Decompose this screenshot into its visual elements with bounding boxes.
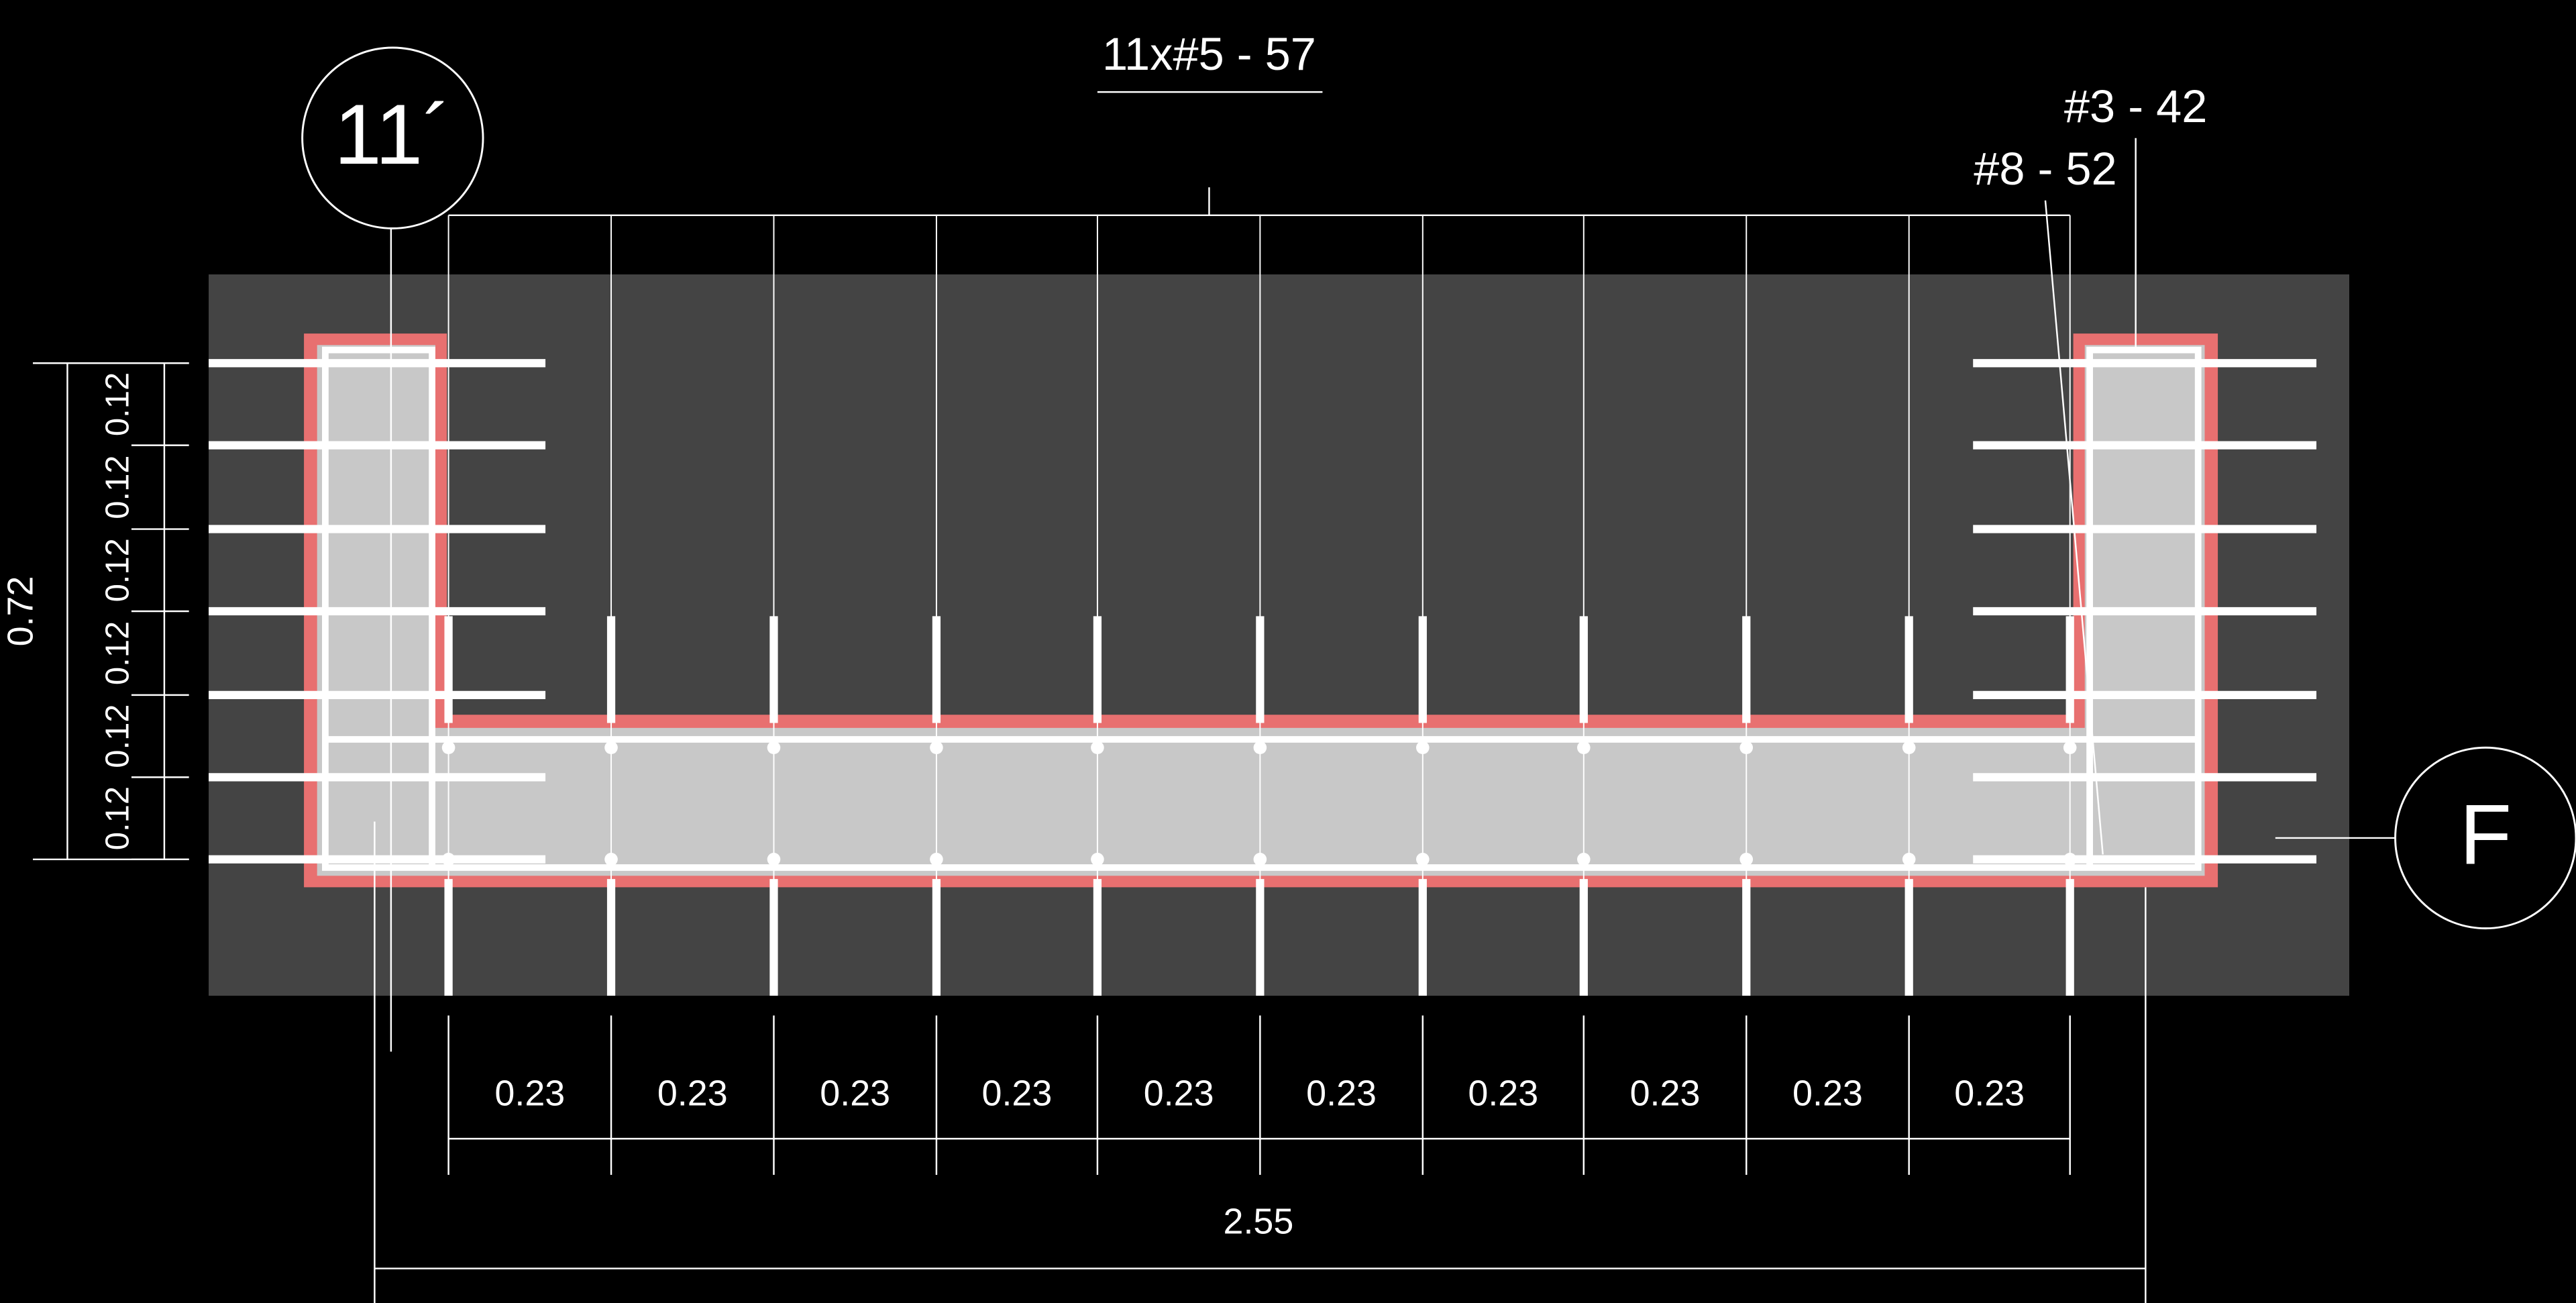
rebar-dot — [1091, 741, 1104, 755]
dimension-text: 0.12 — [100, 372, 136, 436]
dimension-text: 0.23 — [1954, 1074, 2025, 1114]
grid-bubble-label: F — [2459, 786, 2512, 882]
callout: #8 - 52 — [1974, 143, 2116, 195]
rebar-dot — [930, 852, 943, 866]
rebar-dot — [2063, 741, 2077, 755]
section-label: 11x#5 - 57 — [1102, 28, 1316, 80]
rebar-dot — [1091, 852, 1104, 866]
rebars — [209, 215, 2317, 996]
rebar-dot — [1577, 852, 1591, 866]
rebar-dot — [767, 741, 781, 755]
dimension-text: 0.12 — [100, 455, 136, 519]
dimension-text: 0.23 — [494, 1074, 565, 1114]
grid-bubble-label: 11´ — [334, 87, 451, 182]
dimension-text: 0.23 — [1468, 1074, 1538, 1114]
dimension-text: 0.12 — [100, 786, 136, 850]
rebar-dot — [930, 741, 943, 755]
callout: #3 - 42 — [2064, 81, 2207, 132]
dimension-text: 0.12 — [100, 538, 136, 602]
dimension-text: 2.55 — [1224, 1202, 1294, 1242]
rebar-dot — [1739, 852, 1754, 866]
rebar-dot — [767, 852, 781, 866]
dimension-text: 0.23 — [1792, 1074, 1863, 1114]
leader — [2044, 200, 2104, 855]
grid-bubble — [301, 46, 484, 229]
dimension-text: 0.23 — [1144, 1074, 1214, 1114]
dimension-text: 0.23 — [1306, 1074, 1377, 1114]
dimension-text: 0.12 — [100, 704, 136, 768]
rebar-dot — [1739, 741, 1754, 755]
dimension-text: 0.23 — [657, 1074, 728, 1114]
rebar-dot — [1253, 741, 1267, 755]
rebar-dot — [604, 741, 618, 755]
dimension-text: 0.12 — [100, 621, 136, 685]
dimensions — [33, 91, 2399, 1303]
concrete — [209, 274, 2350, 996]
dimension-text: 0.23 — [820, 1074, 890, 1114]
section-fill — [317, 345, 2205, 876]
rebar-dot — [604, 852, 618, 866]
dimension-text: 0.72 — [1, 576, 41, 647]
rebar-dot — [1416, 852, 1430, 866]
rebar-dot — [1253, 852, 1267, 866]
dimension-text: 0.23 — [1630, 1074, 1701, 1114]
rebar-dot — [1902, 852, 1916, 866]
rebar-dot — [1902, 741, 1916, 755]
rebar-dot — [441, 741, 455, 755]
rebar-dot — [1416, 741, 1430, 755]
dimension-text: 0.23 — [982, 1074, 1053, 1114]
rebar-dot — [1577, 741, 1591, 755]
